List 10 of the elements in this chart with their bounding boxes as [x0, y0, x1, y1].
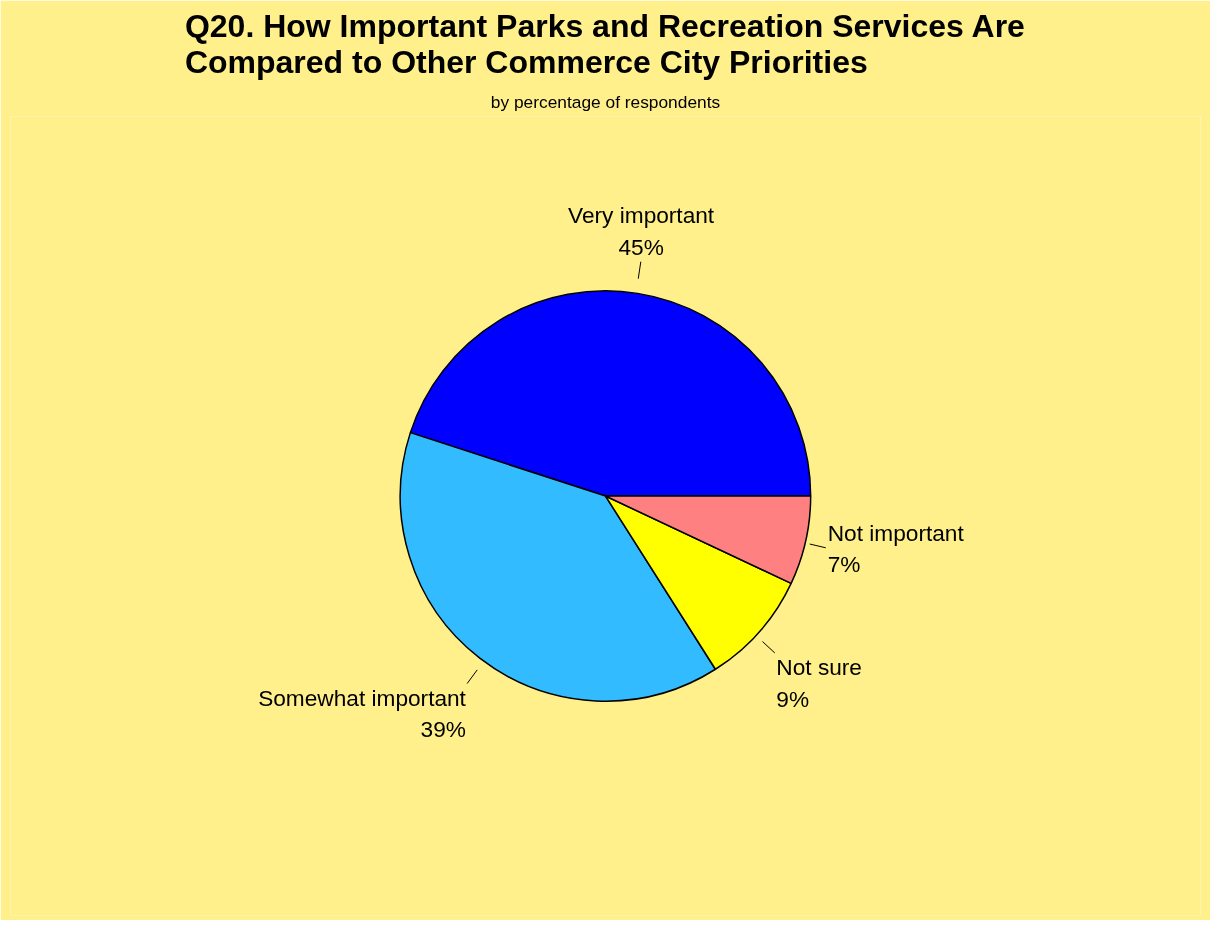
data-label: 7%: [827, 550, 861, 577]
slice-label: Somewhat important: [258, 685, 467, 712]
data-label: 39%: [420, 716, 466, 743]
data-label: 9%: [776, 685, 810, 712]
data-label: 45%: [618, 233, 664, 260]
slice-label: Not important: [827, 519, 965, 546]
slice-label: Very important: [568, 202, 715, 229]
chart-subtitle: by percentage of respondents: [490, 91, 721, 112]
chart-title: Q20. How Important Parks and Recreation Services Are Compared to Other Commerce City Priorities: [184, 7, 1025, 80]
slice-label: Not sure: [776, 654, 862, 681]
